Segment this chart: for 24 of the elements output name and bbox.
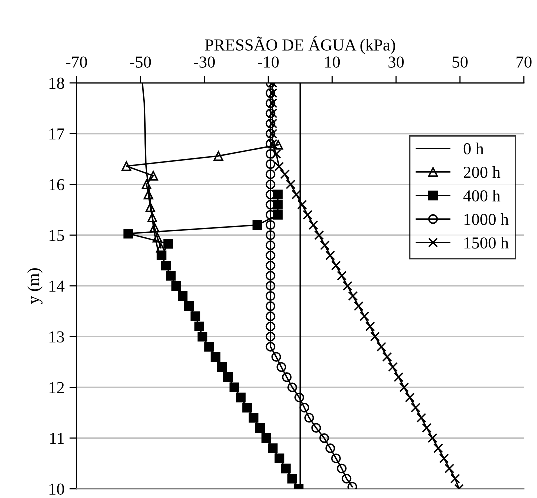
y-tick-label: 12 [50, 382, 64, 394]
legend-label: 1500 h [464, 237, 509, 249]
legend-label: 1000 h [464, 214, 509, 226]
y-tick-label: 10 [50, 484, 64, 495]
x-tick-label: -10 [258, 56, 279, 68]
x-tick-label: 50 [452, 56, 468, 68]
y-tick-label: 15 [50, 230, 64, 242]
x-tick-label: -50 [130, 56, 152, 68]
x-tick-label: 10 [326, 56, 340, 68]
y-axis-title: y (m) [28, 268, 43, 304]
y-tick-label: 16 [50, 179, 64, 191]
y-tick-label: 13 [50, 332, 64, 343]
x-axis-title: PRESSÃO DE ÁGUA (kPa) [205, 36, 396, 54]
y-tick-label: 18 [50, 78, 64, 90]
x-tick-label: 70 [516, 56, 532, 68]
x-tick-label: -70 [66, 56, 88, 68]
x-tick-label: 30 [388, 56, 404, 68]
y-tick-label: 14 [50, 280, 65, 292]
x-tick-label: -30 [194, 56, 216, 68]
y-tick-label: 17 [50, 128, 65, 140]
legend-label: 200 h [464, 166, 501, 178]
y-tick-label: 11 [50, 433, 64, 444]
legend-label: 0 h [464, 142, 484, 155]
legend-label: 400 h [464, 190, 501, 202]
